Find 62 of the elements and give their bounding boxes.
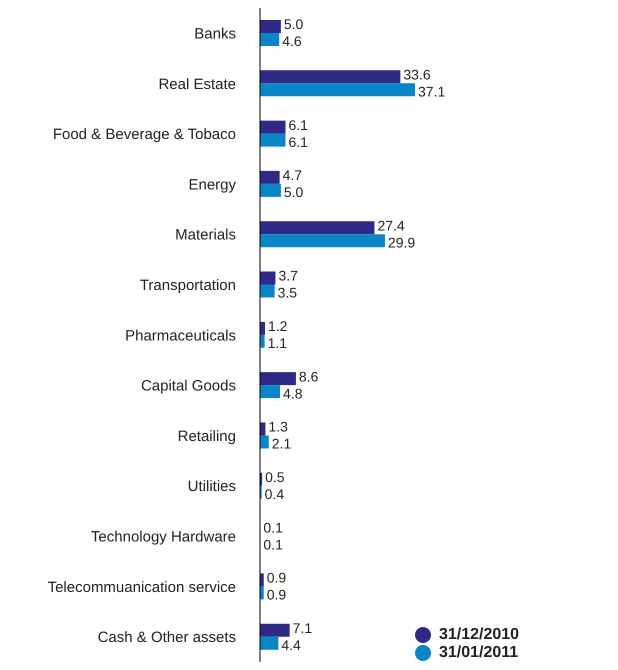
bar (260, 573, 264, 586)
bar (260, 170, 280, 184)
bar (260, 83, 415, 96)
bar (260, 385, 280, 398)
y-tick-label: Telecommuanication service (48, 578, 236, 596)
data-label: 0.9 (266, 570, 286, 586)
legend-label: 31/12/2010 (439, 626, 520, 644)
data-label: 6.1 (288, 134, 308, 150)
y-tick-label: Technology Hardware (90, 528, 236, 546)
bar (260, 636, 278, 650)
bar (260, 221, 374, 234)
data-label: 4.7 (282, 167, 302, 184)
y-tick-label: Real Estate (158, 76, 236, 93)
y-tick-label: Energy (188, 176, 236, 194)
bar (260, 234, 385, 248)
bar (260, 435, 269, 448)
data-label: 7.1 (292, 620, 312, 636)
y-tick-label: Retailing (178, 428, 236, 445)
data-label: 1.3 (268, 418, 288, 435)
data-label: 4.8 (283, 385, 303, 402)
data-label: 6.1 (288, 116, 308, 133)
y-tick-label: Utilities (188, 478, 236, 496)
data-label: 5.0 (284, 184, 304, 200)
data-label: 0.9 (266, 586, 286, 603)
y-tick-label: Banks (194, 25, 236, 42)
y-tick-label: Food & Beverage & Tobaco (52, 126, 236, 144)
data-label: 0.4 (264, 486, 284, 502)
data-label: 27.4 (377, 217, 405, 234)
bar (260, 120, 286, 134)
data-label: 2.1 (272, 436, 292, 452)
data-label: 0.1 (263, 519, 284, 536)
data-label: 29.9 (388, 234, 416, 250)
data-label: 0.1 (263, 536, 284, 552)
bar (260, 70, 400, 84)
data-label: 8.6 (298, 368, 319, 384)
data-label: 5.0 (284, 16, 304, 32)
data-label: 1.1 (268, 335, 288, 352)
data-label: 1.2 (268, 318, 288, 334)
data-label: 4.4 (281, 636, 302, 653)
bar (260, 322, 266, 335)
data-label: 3.5 (278, 284, 298, 301)
data-label: 4.6 (282, 33, 302, 50)
legend-label: 31/01/2011 (439, 644, 518, 662)
data-label: 33.6 (403, 66, 431, 83)
y-tick-label: Pharmaceuticals (125, 327, 236, 344)
bar (260, 422, 266, 436)
bar (260, 20, 281, 33)
bar (260, 586, 264, 600)
bar (260, 624, 290, 637)
y-tick-label: Transportation (140, 277, 236, 294)
data-label: 37.1 (418, 84, 446, 100)
bar (260, 372, 296, 386)
data-label: 3.7 (278, 268, 298, 284)
bar (260, 184, 281, 197)
y-tick-label: Materials (175, 226, 236, 244)
bar (260, 33, 280, 46)
bar (260, 134, 286, 147)
data-label: 0.5 (265, 468, 285, 485)
y-tick-label: Cash & Other assets (98, 629, 236, 646)
bar (260, 284, 275, 298)
y-tick-label: Capital Goods (140, 378, 236, 395)
bar (260, 272, 276, 285)
